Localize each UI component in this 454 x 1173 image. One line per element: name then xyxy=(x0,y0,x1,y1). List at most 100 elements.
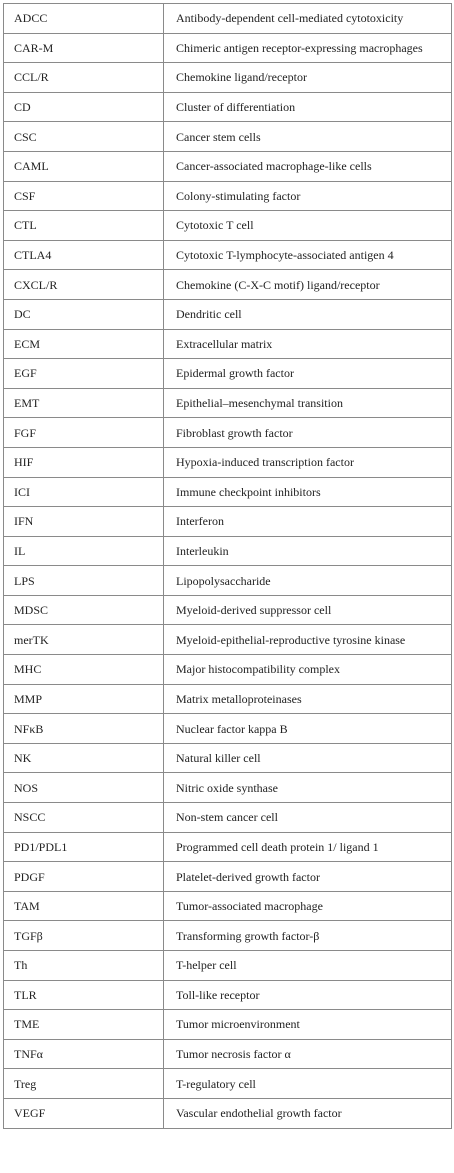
definition-cell: Tumor necrosis factor α xyxy=(163,1038,452,1070)
abbreviation-cell: Treg xyxy=(3,1068,164,1099)
table-row: CSF Colony-stimulating factor xyxy=(3,180,452,212)
definition-cell: T-regulatory cell xyxy=(163,1068,452,1099)
abbreviation-cell: NSCC xyxy=(3,802,164,833)
definition-cell: Cytotoxic T-lymphocyte-associated antige… xyxy=(163,239,452,271)
definition-cell: T-helper cell xyxy=(163,950,452,981)
definition-cell: Nuclear factor kappa B xyxy=(163,713,452,744)
abbreviation-cell: ADCC xyxy=(3,3,164,34)
definition-cell: Antibody-dependent cell-mediated cytotox… xyxy=(163,3,452,34)
table-row: IL Interleukin xyxy=(3,535,452,567)
abbreviation-cell: TME xyxy=(3,1009,164,1040)
table-row: VEGF Vascular endothelial growth factor xyxy=(3,1097,452,1129)
abbreviation-cell: CTLA4 xyxy=(3,239,164,271)
abbreviation-cell: ICI xyxy=(3,476,164,508)
definition-cell: Tumor microenvironment xyxy=(163,1009,452,1040)
definition-cell: Interleukin xyxy=(163,535,452,567)
definition-cell: Tumor-associated macrophage xyxy=(163,890,452,922)
abbreviation-cell: Th xyxy=(3,950,164,981)
abbreviation-cell: TAM xyxy=(3,890,164,922)
table-row: CAML Cancer-associated macrophage-like ce… xyxy=(3,150,452,182)
abbreviation-cell: HIF xyxy=(3,446,164,478)
abbreviation-cell: PDGF xyxy=(3,861,164,892)
table-row: CAR-M Chimeric antigen receptor-expressin… xyxy=(3,32,452,64)
abbreviation-cell: ECM xyxy=(3,328,164,360)
abbreviation-cell: merTK xyxy=(3,624,164,656)
table-row: NOS Nitric oxide synthase xyxy=(3,772,452,804)
definition-cell: Hypoxia-induced transcription factor xyxy=(163,446,452,478)
table-row: TNFα Tumor necrosis factor α xyxy=(3,1038,452,1070)
table-row: PDGF Platelet-derived growth factor xyxy=(3,861,452,892)
abbreviation-cell: TLR xyxy=(3,979,164,1011)
abbreviation-cell: FGF xyxy=(3,417,164,448)
table-row: FGF Fibroblast growth factor xyxy=(3,417,452,448)
table-row: LPS Lipopolysaccharide xyxy=(3,565,452,596)
definition-cell: Chemokine ligand/receptor xyxy=(163,62,452,93)
table-row: MHC Major histocompatibility complex xyxy=(3,654,452,685)
definition-cell: Platelet-derived growth factor xyxy=(163,861,452,892)
table-row: CTL Cytotoxic T cell xyxy=(3,210,452,241)
table-row: CXCL/R Chemokine (C-X-C motif) ligand/rec… xyxy=(3,269,452,300)
definition-cell: Epidermal growth factor xyxy=(163,358,452,389)
definition-cell: Immune checkpoint inhibitors xyxy=(163,476,452,508)
definition-cell: Extracellular matrix xyxy=(163,328,452,360)
table-row: TAM Tumor-associated macrophage xyxy=(3,890,452,922)
abbreviation-cell: CTL xyxy=(3,210,164,241)
abbreviation-cell: CXCL/R xyxy=(3,269,164,300)
definition-cell: Non-stem cancer cell xyxy=(163,802,452,833)
abbreviation-cell: EGF xyxy=(3,358,164,389)
definition-cell: Cancer stem cells xyxy=(163,121,452,152)
definition-cell: Cancer-associated macrophage-like cells xyxy=(163,150,452,182)
abbreviation-cell: NOS xyxy=(3,772,164,804)
table-row: EMT Epithelial–mesenchymal transition xyxy=(3,387,452,419)
table-row: TGFβ Transforming growth factor-β xyxy=(3,920,452,951)
table-row: PD1/PDL1 Programmed cell death protein 1/… xyxy=(3,831,452,863)
definition-cell: Fibroblast growth factor xyxy=(163,417,452,448)
abbreviation-cell: VEGF xyxy=(3,1097,164,1129)
abbreviation-cell: PD1/PDL1 xyxy=(3,831,164,863)
table-row: IFN Interferon xyxy=(3,506,452,537)
definition-cell: Colony-stimulating factor xyxy=(163,180,452,212)
table-row: TLR Toll-like receptor xyxy=(3,979,452,1011)
definition-cell: Major histocompatibility complex xyxy=(163,654,452,685)
definition-cell: Toll-like receptor xyxy=(163,979,452,1011)
table-row: ECM Extracellular matrix xyxy=(3,328,452,360)
abbreviation-cell: NFκB xyxy=(3,713,164,744)
abbreviation-cell: CCL/R xyxy=(3,62,164,93)
definition-cell: Nitric oxide synthase xyxy=(163,772,452,804)
abbreviation-cell: MMP xyxy=(3,683,164,715)
definition-cell: Chemokine (C-X-C motif) ligand/receptor xyxy=(163,269,452,300)
abbreviation-cell: CD xyxy=(3,91,164,123)
definition-cell: Matrix metalloproteinases xyxy=(163,683,452,715)
definition-cell: Programmed cell death protein 1/ ligand … xyxy=(163,831,452,863)
table-row: CCL/R Chemokine ligand/receptor xyxy=(3,62,452,93)
abbreviation-cell: LPS xyxy=(3,565,164,596)
abbreviation-cell: TNFα xyxy=(3,1038,164,1070)
abbreviation-cell: DC xyxy=(3,298,164,330)
table-row: EGF Epidermal growth factor xyxy=(3,358,452,389)
abbreviation-cell: CAML xyxy=(3,150,164,182)
table-row: MMP Matrix metalloproteinases xyxy=(3,683,452,715)
definition-cell: Cytotoxic T cell xyxy=(163,210,452,241)
definition-cell: Myeloid-epithelial-reproductive tyrosine… xyxy=(163,624,452,656)
abbreviation-cell: MDSC xyxy=(3,594,164,626)
abbreviation-cell: CSC xyxy=(3,121,164,152)
abbreviation-cell: NK xyxy=(3,742,164,774)
abbreviation-cell: EMT xyxy=(3,387,164,419)
definition-cell: Natural killer cell xyxy=(163,742,452,774)
table-row: DC Dendritic cell xyxy=(3,298,452,330)
definition-cell: Dendritic cell xyxy=(163,298,452,330)
table-row: NFκB Nuclear factor kappa B xyxy=(3,713,452,744)
table-row: ADCC Antibody-dependent cell-mediated cyt… xyxy=(3,3,452,34)
table-row: HIF Hypoxia-induced transcription factor xyxy=(3,446,452,478)
table-row: CD Cluster of differentiation xyxy=(3,91,452,123)
table-row: Th T-helper cell xyxy=(3,950,452,981)
table-row: ICI Immune checkpoint inhibitors xyxy=(3,476,452,508)
abbreviations-table-body: ADCC Antibody-dependent cell-mediated cyt… xyxy=(3,3,452,1129)
table-row: TME Tumor microenvironment xyxy=(3,1009,452,1040)
definition-cell: Transforming growth factor-β xyxy=(163,920,452,951)
abbreviations-table: ADCC Antibody-dependent cell-mediated cyt… xyxy=(3,3,452,1129)
definition-cell: Myeloid-derived suppressor cell xyxy=(163,594,452,626)
table-row: merTK Myeloid-epithelial-reproductive tyr… xyxy=(3,624,452,656)
definition-cell: Interferon xyxy=(163,506,452,537)
definition-cell: Vascular endothelial growth factor xyxy=(163,1097,452,1129)
